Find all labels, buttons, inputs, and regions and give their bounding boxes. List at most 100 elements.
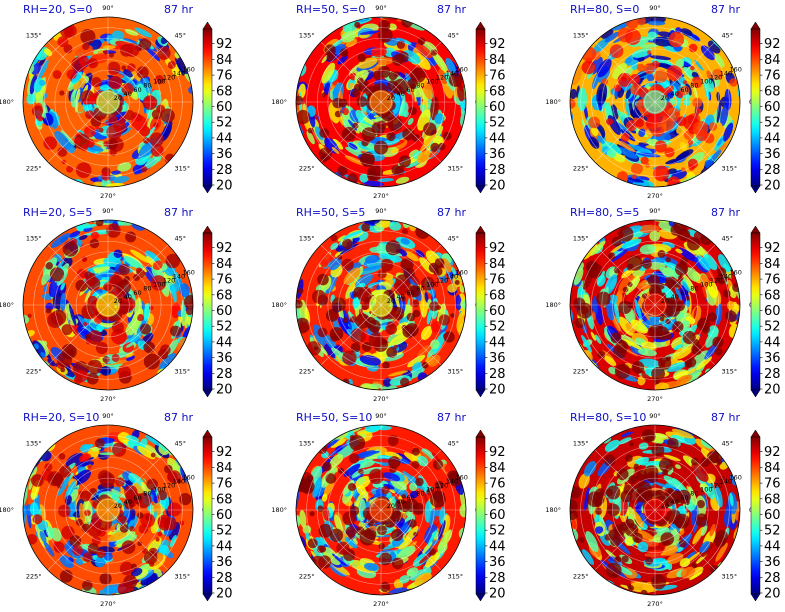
field-patch bbox=[74, 375, 83, 384]
field-patch bbox=[148, 220, 156, 224]
field-patch bbox=[136, 314, 145, 322]
colorbar-tick-label: 20 bbox=[764, 587, 781, 602]
field-patch bbox=[23, 323, 24, 337]
radial-tick-label: 20 bbox=[661, 297, 669, 305]
grid-spoke bbox=[107, 304, 169, 366]
radial-tick-label: 120 bbox=[436, 74, 448, 82]
field-patch bbox=[602, 179, 619, 187]
field-patch bbox=[638, 128, 646, 137]
field-patch bbox=[78, 234, 88, 241]
field-patch bbox=[377, 269, 387, 279]
field-patch bbox=[96, 324, 104, 331]
field-patch bbox=[666, 65, 683, 81]
colorbar-tick-label: 92 bbox=[216, 241, 233, 256]
field-patch bbox=[445, 57, 457, 75]
field-patch bbox=[387, 80, 398, 92]
radial-tick-label: 100 bbox=[700, 78, 712, 86]
field-patch bbox=[741, 124, 752, 133]
field-patch bbox=[134, 27, 153, 38]
field-patch bbox=[640, 589, 648, 595]
field-patch bbox=[162, 225, 173, 235]
field-patch bbox=[313, 346, 319, 351]
field-patch bbox=[664, 147, 675, 158]
field-patch bbox=[103, 50, 109, 55]
colorbar-tick-label: 36 bbox=[489, 147, 506, 162]
polar-frame bbox=[569, 16, 741, 188]
colorbar-tick-label: 76 bbox=[216, 69, 233, 84]
colorbar-tick-label: 28 bbox=[489, 367, 506, 382]
field-patch bbox=[152, 220, 162, 227]
field-patch bbox=[644, 431, 656, 442]
field-patch bbox=[82, 42, 90, 51]
field-patch bbox=[296, 460, 301, 471]
field-patch bbox=[317, 545, 325, 553]
field-patch bbox=[636, 63, 645, 72]
angle-tick-label: 135° bbox=[299, 235, 315, 243]
field-patch bbox=[89, 238, 100, 249]
field-patch bbox=[45, 308, 52, 314]
field-patch bbox=[627, 143, 650, 154]
field-patch bbox=[657, 250, 666, 258]
field-patch bbox=[296, 95, 304, 106]
field-patch bbox=[171, 285, 177, 303]
field-patch bbox=[724, 88, 732, 111]
angle-tick-label: 225° bbox=[299, 165, 315, 173]
colorbar-tick-label: 92 bbox=[764, 37, 781, 52]
colorbar-tick-label: 92 bbox=[764, 241, 781, 256]
field-patch bbox=[676, 116, 687, 127]
field-patch bbox=[43, 136, 57, 150]
field-patch bbox=[60, 130, 75, 146]
field-patch bbox=[84, 126, 96, 138]
colorbar-tick-label: 84 bbox=[216, 461, 233, 476]
field-patch bbox=[668, 31, 685, 48]
field-patch bbox=[348, 143, 358, 150]
field-patch bbox=[660, 413, 670, 421]
field-patch bbox=[88, 523, 102, 537]
field-patch bbox=[87, 295, 98, 306]
field-patch bbox=[729, 78, 738, 87]
angle-tick-label: 315° bbox=[175, 368, 191, 376]
field-patch bbox=[624, 67, 633, 76]
field-patch bbox=[408, 83, 415, 102]
colorbar-extend-min bbox=[202, 593, 213, 602]
field-patch bbox=[160, 344, 171, 356]
field-patch bbox=[112, 30, 125, 40]
field-patch bbox=[690, 66, 695, 71]
field-patch bbox=[113, 249, 123, 259]
angle-tick-label: 270° bbox=[373, 395, 389, 403]
field-patch bbox=[558, 73, 566, 93]
field-patch bbox=[612, 62, 628, 80]
field-patch bbox=[615, 390, 641, 407]
field-patch bbox=[82, 580, 93, 591]
grid-spoke bbox=[320, 41, 382, 103]
field-patch bbox=[105, 359, 128, 366]
field-patch bbox=[57, 36, 69, 48]
angle-tick-label: 225° bbox=[573, 368, 589, 376]
field-patch bbox=[665, 158, 680, 165]
colorbar-tick-label: 84 bbox=[216, 53, 233, 68]
colorbar-extend-max bbox=[750, 225, 761, 234]
field-patch bbox=[413, 17, 429, 20]
field-patch bbox=[684, 594, 692, 595]
field-patch bbox=[570, 469, 573, 488]
field-patch bbox=[682, 80, 688, 85]
field-patch bbox=[687, 139, 694, 146]
colorbar-tick-label: 92 bbox=[489, 241, 506, 256]
field-patch bbox=[90, 231, 100, 240]
radial-tick-label: 160 bbox=[183, 66, 195, 74]
field-patch bbox=[724, 310, 737, 323]
field-patch bbox=[629, 74, 641, 85]
colorbar-tick-label: 60 bbox=[489, 100, 506, 115]
radial-tick-label: 20 bbox=[661, 94, 669, 102]
colorbar-tick-label: 60 bbox=[764, 304, 781, 319]
radial-tick-label: 160 bbox=[183, 474, 195, 482]
colorbar-extend-min bbox=[475, 185, 486, 194]
field-patch bbox=[322, 461, 332, 472]
field-patch bbox=[403, 50, 421, 64]
field-patch bbox=[286, 473, 296, 486]
field-patch bbox=[694, 59, 704, 71]
field-patch bbox=[396, 40, 405, 50]
polar-panel: 2040608010012014016090°45°0°315°270°225°… bbox=[0, 3, 209, 200]
field-patch bbox=[174, 57, 184, 76]
field-patch bbox=[371, 121, 385, 136]
